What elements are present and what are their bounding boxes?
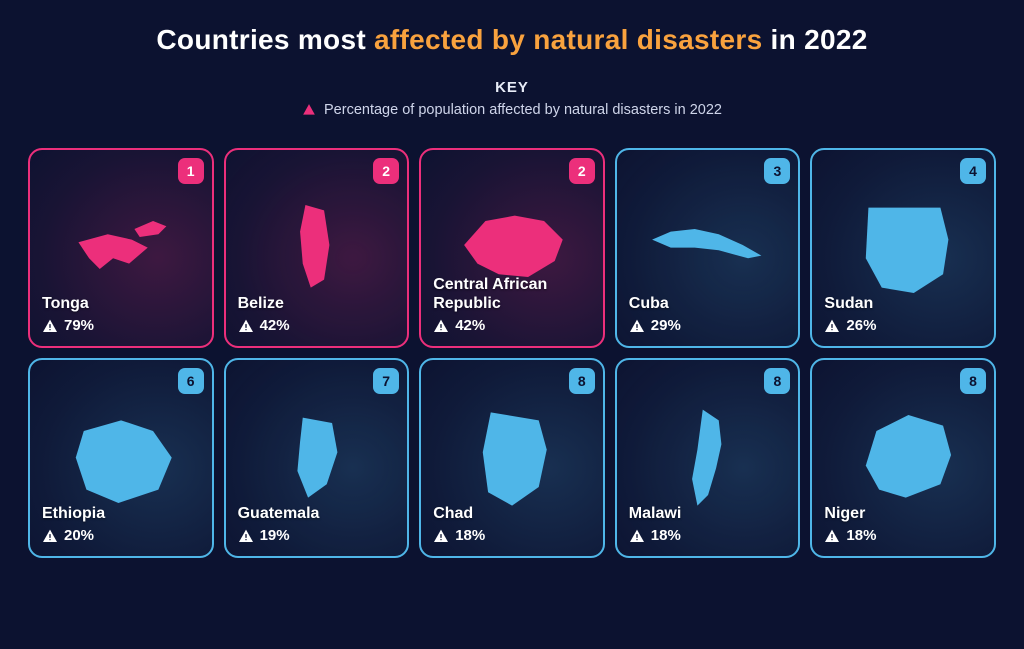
card-label-block: Niger 18%	[824, 505, 982, 544]
rank-badge: 4	[960, 158, 986, 184]
pct-line: 19%	[238, 527, 396, 544]
country-card: 1 Tonga 79%	[28, 148, 214, 348]
country-card: 2 Belize 42%	[224, 148, 410, 348]
legend: KEY Percentage of population affected by…	[28, 79, 996, 122]
title-accent: affected by natural disasters	[374, 24, 762, 55]
rank-badge: 7	[373, 368, 399, 394]
country-name: Ethiopia	[42, 505, 200, 523]
rank-badge: 2	[373, 158, 399, 184]
country-grid: 1 Tonga 79% 2 Belize 42% 2 Central African Repu…	[28, 148, 996, 558]
rank-badge: 2	[569, 158, 595, 184]
pct-value: 18%	[455, 527, 485, 544]
rank-badge: 8	[960, 368, 986, 394]
rank-badge: 6	[178, 368, 204, 394]
pct-line: 18%	[824, 527, 982, 544]
rank-badge: 8	[569, 368, 595, 394]
country-card: 7 Guatemala 19%	[224, 358, 410, 558]
pct-value: 42%	[455, 317, 485, 334]
pct-line: 79%	[42, 317, 200, 334]
pct-value: 42%	[260, 317, 290, 334]
title-pre: Countries most	[156, 24, 374, 55]
country-card: 8 Niger 18%	[810, 358, 996, 558]
country-name: Belize	[238, 295, 396, 313]
warning-triangle-icon	[824, 528, 840, 544]
country-card: 2 Central African Republic 42%	[419, 148, 605, 348]
pct-line: 26%	[824, 317, 982, 334]
rank-badge: 8	[764, 368, 790, 394]
warning-triangle-icon	[629, 318, 645, 334]
country-card: 3 Cuba 29%	[615, 148, 801, 348]
country-name: Tonga	[42, 295, 200, 313]
warning-triangle-icon	[238, 528, 254, 544]
country-name: Central African Republic	[433, 276, 591, 313]
country-card: 8 Malawi 18%	[615, 358, 801, 558]
page-title: Countries most affected by natural disas…	[28, 22, 996, 57]
pct-value: 20%	[64, 527, 94, 544]
pct-value: 18%	[846, 527, 876, 544]
warning-triangle-icon	[302, 103, 316, 117]
card-label-block: Ethiopia 20%	[42, 505, 200, 544]
pct-line: 29%	[629, 317, 787, 334]
card-label-block: Malawi 18%	[629, 505, 787, 544]
country-name: Niger	[824, 505, 982, 523]
legend-label: KEY	[28, 79, 996, 96]
warning-triangle-icon	[42, 528, 58, 544]
rank-badge: 3	[764, 158, 790, 184]
infographic-root: Countries most affected by natural disas…	[0, 0, 1024, 649]
warning-triangle-icon	[433, 318, 449, 334]
country-name: Sudan	[824, 295, 982, 313]
warning-triangle-icon	[42, 318, 58, 334]
pct-value: 19%	[260, 527, 290, 544]
warning-triangle-icon	[238, 318, 254, 334]
pct-value: 18%	[651, 527, 681, 544]
pct-line: 18%	[433, 527, 591, 544]
card-label-block: Tonga 79%	[42, 295, 200, 334]
pct-line: 42%	[238, 317, 396, 334]
card-label-block: Sudan 26%	[824, 295, 982, 334]
rank-badge: 1	[178, 158, 204, 184]
pct-value: 29%	[651, 317, 681, 334]
pct-line: 18%	[629, 527, 787, 544]
card-label-block: Cuba 29%	[629, 295, 787, 334]
legend-line: Percentage of population affected by nat…	[302, 102, 722, 118]
title-post: in 2022	[762, 24, 867, 55]
warning-triangle-icon	[629, 528, 645, 544]
pct-value: 79%	[64, 317, 94, 334]
country-card: 4 Sudan 26%	[810, 148, 996, 348]
card-label-block: Guatemala 19%	[238, 505, 396, 544]
card-label-block: Central African Republic 42%	[433, 276, 591, 334]
pct-value: 26%	[846, 317, 876, 334]
card-label-block: Chad 18%	[433, 505, 591, 544]
warning-triangle-icon	[824, 318, 840, 334]
country-name: Guatemala	[238, 505, 396, 523]
country-name: Cuba	[629, 295, 787, 313]
card-label-block: Belize 42%	[238, 295, 396, 334]
country-card: 8 Chad 18%	[419, 358, 605, 558]
country-card: 6 Ethiopia 20%	[28, 358, 214, 558]
pct-line: 42%	[433, 317, 591, 334]
pct-line: 20%	[42, 527, 200, 544]
country-name: Malawi	[629, 505, 787, 523]
warning-triangle-icon	[433, 528, 449, 544]
country-name: Chad	[433, 505, 591, 523]
legend-text: Percentage of population affected by nat…	[324, 102, 722, 118]
